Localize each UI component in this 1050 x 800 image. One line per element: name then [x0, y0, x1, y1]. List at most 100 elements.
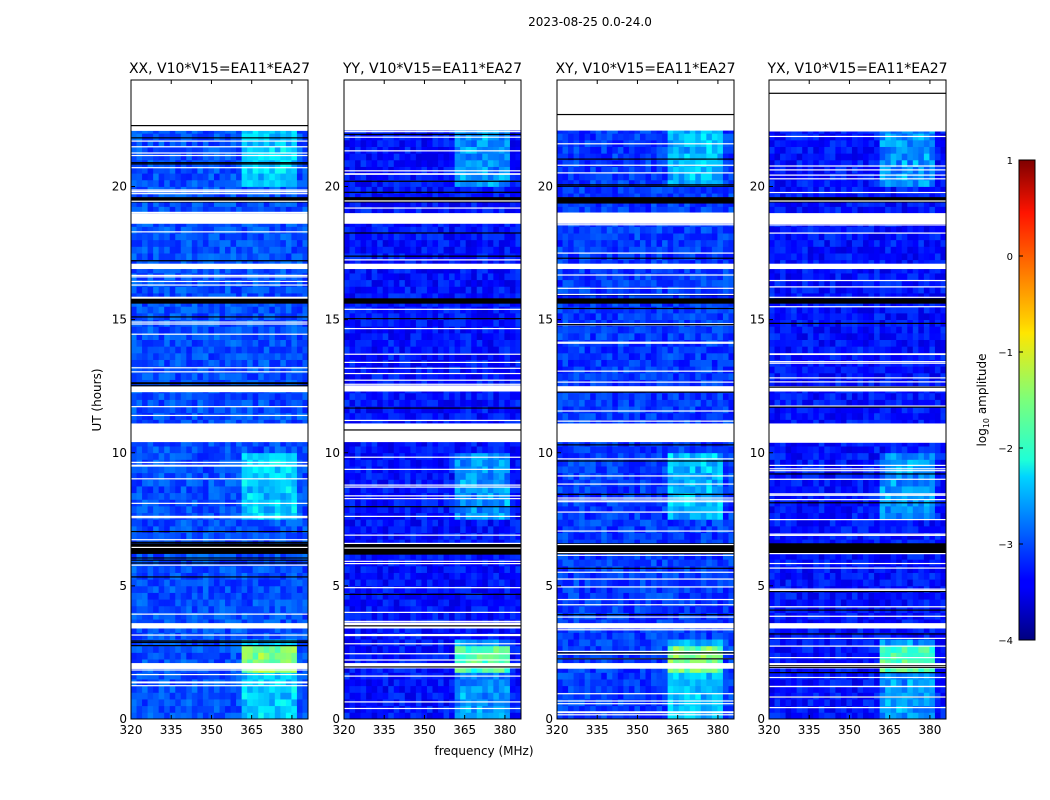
heatmap-cell [252, 625, 259, 633]
heatmap-cell [388, 565, 395, 573]
heatmap-cell [197, 446, 204, 454]
heatmap-cell [142, 552, 148, 560]
heatmap-cell [219, 699, 226, 707]
heatmap-cell [252, 605, 259, 613]
heatmap-cell [449, 459, 456, 467]
heatmap-cell [515, 605, 522, 613]
heatmap-cell [349, 519, 356, 527]
heatmap-cell [219, 259, 226, 267]
heatmap-cell [465, 572, 472, 580]
heatmap-cell [180, 552, 187, 560]
heatmap-cell [136, 246, 143, 254]
heatmap-cell [344, 645, 350, 653]
heatmap-cell [197, 332, 204, 340]
heatmap-cell [449, 579, 456, 587]
heatmap-cell [371, 439, 378, 447]
heatmap-cell [515, 539, 522, 547]
heatmap-cell [296, 446, 303, 454]
heatmap-cell [280, 199, 287, 207]
heatmap-cell [465, 625, 472, 633]
heatmap-cell [263, 133, 270, 141]
heatmap-cell [219, 565, 226, 573]
heatmap-cell [487, 352, 494, 360]
heatmap-cell [515, 446, 522, 454]
heatmap-cell [432, 685, 439, 693]
x-tick-label: 380 [280, 723, 303, 737]
heatmap-cell [460, 352, 467, 360]
heatmap-cell [213, 592, 220, 600]
heatmap-cell [426, 559, 433, 567]
heatmap-cell [360, 705, 367, 713]
heatmap-cell [476, 359, 483, 367]
heatmap-cell [291, 519, 298, 527]
heatmap-cell [410, 699, 417, 707]
heatmap-cell [454, 592, 461, 600]
heatmap-cell [274, 266, 281, 274]
heatmap-cell [225, 705, 231, 713]
heatmap-cell [164, 612, 171, 620]
heatmap-cell [136, 665, 143, 673]
heatmap-cell [280, 486, 287, 494]
heatmap-cell [454, 506, 461, 514]
heatmap-cell [487, 705, 494, 713]
heatmap-cell [476, 499, 483, 507]
heatmap-cell [291, 699, 298, 707]
heatmap-cell [454, 645, 461, 653]
heatmap-cell [142, 259, 148, 267]
heatmap-cell [202, 532, 209, 540]
heatmap-cell [131, 452, 137, 460]
heatmap-cell [302, 399, 309, 407]
heatmap-cell [460, 659, 467, 667]
heatmap-cell [498, 486, 505, 494]
heatmap-cell [471, 579, 478, 587]
heatmap-cell [202, 652, 209, 660]
heatmap-cell [493, 406, 500, 414]
heatmap-cell [219, 525, 226, 534]
heatmap-cell [142, 605, 148, 613]
heatmap-cell [213, 399, 220, 407]
heatmap-cell [197, 599, 204, 607]
heatmap-cell [454, 412, 461, 420]
heatmap-cell [371, 659, 378, 667]
heatmap-cell [269, 699, 276, 707]
heatmap-cell [432, 659, 439, 667]
heatmap-cell [415, 399, 422, 407]
heatmap-cell [131, 266, 137, 274]
heatmap-cell [404, 652, 411, 660]
heatmap-cell [180, 392, 187, 400]
heatmap-cell [465, 352, 472, 360]
heatmap-cell [371, 525, 378, 534]
heatmap-cell [421, 446, 428, 454]
heatmap-cell [169, 466, 176, 474]
heatmap-cell [142, 519, 148, 527]
heatmap-cell [164, 179, 171, 187]
heatmap-cell [164, 619, 171, 627]
heatmap-cell [225, 486, 231, 494]
heatmap-cell [213, 439, 220, 447]
heatmap-cell [366, 612, 373, 620]
heatmap-cell [421, 565, 428, 573]
heatmap-cell [476, 579, 483, 587]
heatmap-cell [438, 452, 444, 460]
heatmap-cell [493, 359, 500, 367]
heatmap-cell [399, 439, 406, 447]
heatmap-cell [471, 699, 478, 707]
heatmap-cell [415, 585, 422, 593]
heatmap-cell [404, 699, 411, 707]
heatmap-cell [471, 592, 478, 600]
heatmap-cell [296, 293, 303, 301]
heatmap-cell [421, 506, 428, 514]
heatmap-cell [291, 166, 298, 174]
heatmap-cell [136, 652, 143, 660]
heatmap-cell [158, 139, 165, 147]
heatmap-cell [302, 612, 309, 620]
heatmap-cell [344, 366, 350, 374]
flagged-line [131, 284, 308, 286]
heatmap-cell [302, 193, 309, 201]
heatmap-cell [482, 366, 489, 374]
heatmap-cell [263, 532, 270, 540]
heatmap-cell [197, 532, 204, 540]
heatmap-cell [230, 366, 237, 374]
heatmap-cell [449, 359, 456, 367]
heatmap-cell [225, 306, 231, 314]
